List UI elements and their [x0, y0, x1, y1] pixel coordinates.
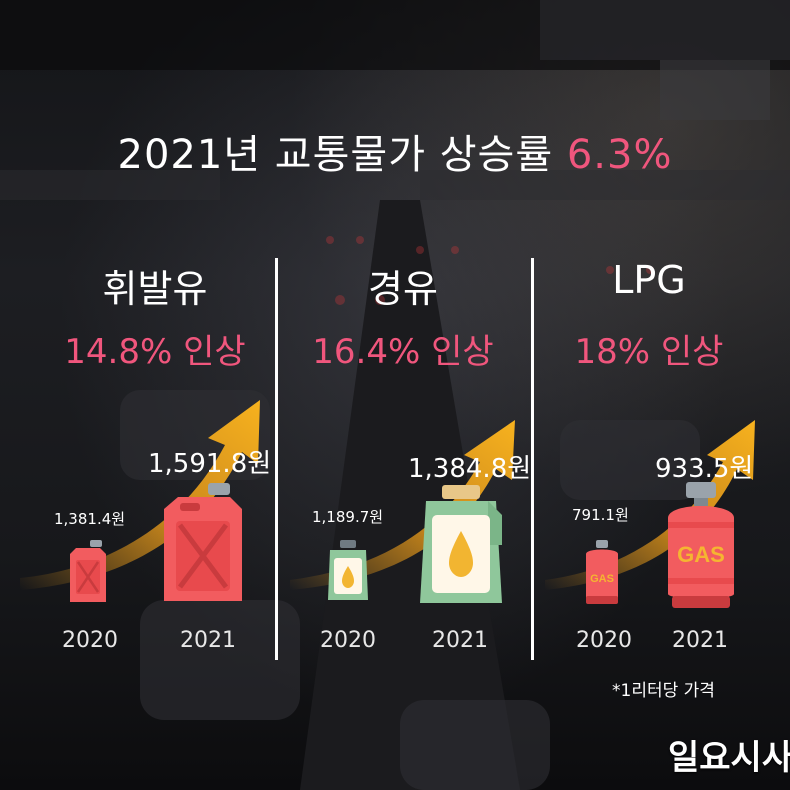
gas-label-large: GAS: [677, 542, 725, 567]
oil-can-large-icon: [420, 485, 502, 603]
year-label-2020: 2020: [62, 628, 118, 653]
rising-arrow-icon: [545, 420, 755, 590]
footnote: *1리터당 가격: [612, 681, 715, 701]
headline-rate: 6.3%: [566, 132, 673, 178]
fuel-name: 휘발유: [102, 267, 208, 311]
column-divider: [531, 258, 534, 660]
headline-text: 2021년 교통물가 상승률: [117, 132, 554, 178]
price-2021: 1,384.8원: [408, 454, 532, 484]
price-2021: 933.5원: [655, 454, 754, 484]
column-gasoline: 휘발유 14.8% 인상 1,381.4원 1,591.8원 2020 2021: [0, 0, 275, 790]
year-label-2020: 2020: [320, 628, 376, 653]
price-2021: 1,591.8원: [148, 449, 272, 479]
price-2020: 1,189.7원: [312, 508, 384, 526]
year-label-2021: 2021: [672, 628, 728, 653]
headline: 2021년 교통물가 상승률 6.3%: [0, 122, 790, 180]
fuel-name: 경유: [368, 267, 438, 311]
oil-can-small-icon: [328, 540, 368, 600]
publisher-logo: 일요시사: [668, 738, 790, 778]
column-divider: [275, 258, 278, 660]
year-label-2021: 2021: [180, 628, 236, 653]
gas-label-small: GAS: [590, 573, 614, 585]
year-label-2020: 2020: [576, 628, 632, 653]
year-label-2021: 2021: [432, 628, 488, 653]
gas-cylinder-small-icon: GAS: [586, 540, 618, 604]
increase-rate: 16.4% 인상: [312, 332, 494, 372]
price-2020: 791.1원: [572, 506, 629, 524]
fuel-name: LPG: [612, 258, 686, 302]
price-2020: 1,381.4원: [54, 510, 126, 528]
increase-rate: 14.8% 인상: [64, 332, 246, 372]
gas-cylinder-large-icon: GAS: [668, 482, 734, 608]
jerry-can-small-icon: [70, 540, 106, 602]
increase-rate: 18% 인상: [574, 332, 724, 372]
jerry-can-large-icon: [164, 483, 242, 601]
